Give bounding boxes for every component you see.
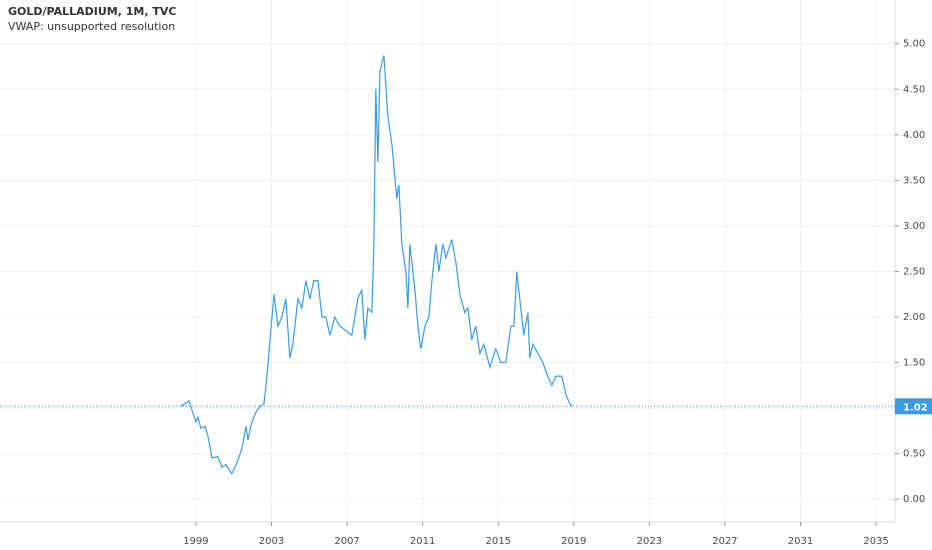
x-tick-label: 2003 <box>259 536 284 547</box>
y-tick-label: 1.50 <box>903 358 925 369</box>
y-tick-label: 3.00 <box>903 221 925 232</box>
price-line <box>180 55 573 475</box>
y-tick-label: 3.50 <box>903 175 925 186</box>
x-tick-label: 2015 <box>486 536 511 547</box>
x-tick-label: 2035 <box>863 536 888 547</box>
y-tick-label: 4.50 <box>903 84 925 95</box>
chart-title: GOLD/PALLADIUM, 1M, TVC <box>8 5 176 18</box>
x-tick-label: 1999 <box>183 536 208 547</box>
grid <box>0 0 895 522</box>
x-tick-label: 2031 <box>788 536 813 547</box>
last-price-label: 1.02 <box>903 402 928 413</box>
y-tick-label: 2.00 <box>903 312 925 323</box>
x-tick-label: 2023 <box>637 536 662 547</box>
x-tick-label: 2007 <box>334 536 359 547</box>
last-price-badge <box>895 398 932 415</box>
y-tick-label: 0.50 <box>903 449 925 460</box>
y-tick-label: 2.50 <box>903 266 925 277</box>
chart-subtitle: VWAP: unsupported resolution <box>8 20 175 33</box>
y-tick-label: 4.00 <box>903 130 925 141</box>
x-tick-label: 2011 <box>410 536 435 547</box>
x-tick-label: 2019 <box>561 536 586 547</box>
y-tick-label: 5.00 <box>903 39 925 50</box>
x-tick-label: 2027 <box>712 536 737 547</box>
y-tick-label: 0.00 <box>903 494 925 505</box>
